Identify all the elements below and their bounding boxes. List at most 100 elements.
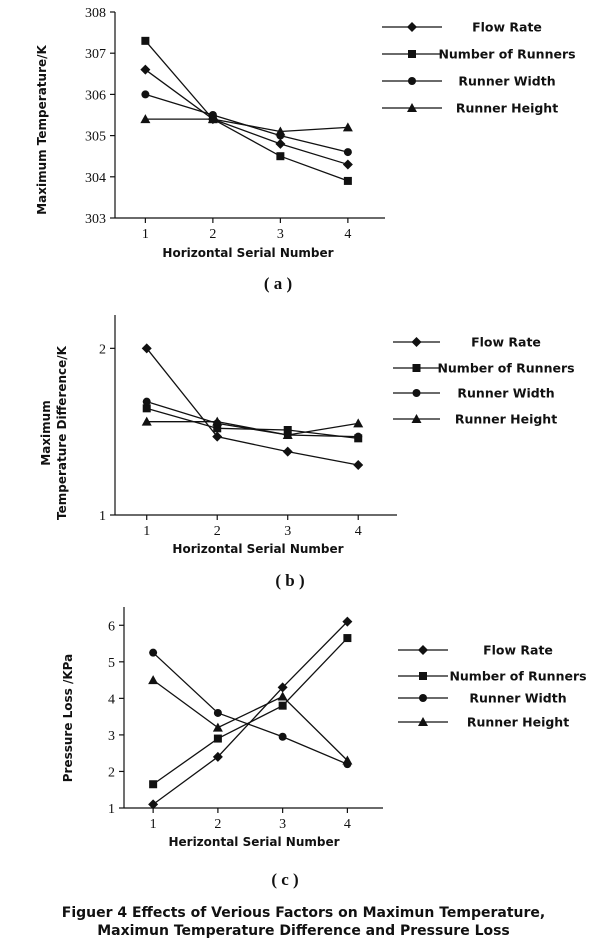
panel-b-x-tick-label: 3 [284, 524, 291, 539]
panel-b-y-tick-label: 1 [99, 509, 106, 524]
panel-b-point-triangle [141, 416, 152, 426]
panel-c-plot: 1 2 3 4 5 6 1 2 3 4 [108, 607, 383, 832]
panel-c-x-tick-label: 1 [150, 817, 157, 832]
panel-c-point-square [343, 634, 352, 643]
panel-a-legend: Flow Rate Number of Runners Runner Width Ru… [382, 20, 576, 116]
panel-a-ylabel: Maximum Temperature/K [35, 44, 49, 214]
panel-a-series-line-square [144, 40, 349, 182]
panel-c-point-diamond [342, 616, 353, 627]
panel-b-point-square [213, 424, 222, 433]
panel-b-point-circle [142, 397, 151, 406]
panel-c-label: ( c ) [271, 870, 298, 889]
panel-b-legend-label: Number of Runners [437, 361, 574, 376]
panel-a-point-circle [343, 148, 352, 157]
panel-c-x-tick-label: 2 [214, 817, 221, 832]
panel-a-point-square [276, 152, 285, 161]
panel-a-point-triangle [207, 114, 218, 124]
panel-b-point-diamond [282, 446, 293, 457]
panel-a-legend-label: Runner Width [458, 74, 555, 89]
panel-a-point-diamond [275, 138, 286, 149]
panel-c-point-triangle [277, 691, 288, 701]
panel-a-point-diamond [342, 159, 353, 170]
panel-c-x-tick-label: 3 [279, 817, 286, 832]
panel-b-point-triangle [212, 416, 223, 426]
panel-c-series-line-circle [152, 652, 348, 765]
panel-c-xlabel: Herizontal Serial Number [168, 835, 339, 849]
panel-a-y-tick-label: 305 [85, 130, 106, 145]
panel-a-legend-label: Flow Rate [472, 20, 542, 35]
panel-c-y-tick-label: 6 [108, 619, 115, 634]
panel-c-point-circle [213, 708, 222, 717]
panel-b-series-line-triangle [146, 421, 359, 436]
panel-b-xlabel: Horizontal Serial Number [172, 542, 343, 556]
panel-a-y-tick-label: 308 [85, 6, 106, 21]
panel-b-x-tick-label: 4 [355, 524, 362, 539]
panel-b-legend-marker-circle [412, 389, 421, 397]
figure-caption-line2: Maximun Temperature Difference and Press… [97, 923, 510, 939]
panel-a-legend-label: Number of Runners [438, 47, 575, 62]
panel-a-x-tick-label: 4 [344, 227, 351, 242]
panel-c-ylabel: Pressure Loss /KPa [61, 654, 75, 783]
panel-c-point-diamond [277, 682, 288, 693]
panel-c-x-tick-label: 4 [344, 817, 351, 832]
panel-b: 121 2 3 4 Horizontal Serial Number Maximum … [39, 315, 575, 590]
panel-a-point-diamond [140, 64, 151, 75]
panel-b-point-diamond [141, 343, 152, 354]
panel-a-point-square [141, 36, 150, 45]
panel-c-legend-label: Runner Width [469, 691, 566, 706]
panel-c-point-square [149, 780, 158, 789]
panel-a-point-triangle [342, 122, 353, 132]
panel-b-x-tick-label: 1 [143, 524, 150, 539]
panel-c-legend-marker-square [419, 672, 427, 680]
panel-c-y-tick-label: 5 [108, 656, 115, 671]
panel-c-legend-marker-diamond [418, 645, 428, 655]
panel-c-point-circle [278, 732, 287, 741]
panel-c-series-line-square [152, 637, 348, 785]
panel-a-y-tick-label: 303 [85, 212, 106, 227]
panel-c-point-triangle [212, 722, 223, 732]
panel-a-point-circle [141, 90, 150, 99]
panel-c-series-line-triangle [152, 679, 348, 761]
panel-a-y-tick-label: 304 [85, 171, 106, 186]
panel-b-legend-label: Flow Rate [471, 335, 541, 350]
panel-b-label: ( b ) [275, 571, 304, 590]
panel-b-ylabel-line1: Maximum [39, 400, 53, 465]
figure-caption-line1: Figuer 4 Effects of Verious Factors on M… [61, 905, 546, 921]
panel-a-legend-marker-diamond [407, 22, 417, 32]
panel-b-point-triangle [353, 418, 364, 428]
panel-a-xlabel: Horizontal Serial Number [162, 246, 333, 260]
panel-a-point-triangle [140, 114, 151, 124]
panel-c-y-tick-label: 2 [108, 765, 115, 780]
panel-c-point-triangle [148, 675, 159, 685]
panel-b-x-tick-label: 2 [214, 524, 221, 539]
panel-b-point-square [142, 404, 151, 413]
panel-c-legend: Flow Rate Number of Runners Runner Width Ru… [398, 643, 587, 730]
panel-b-legend-label: Runner Width [457, 386, 554, 401]
panel-a-x-tick-label: 1 [142, 227, 149, 242]
panel-b-series-line-circle [146, 401, 359, 438]
panel-b-legend-marker-triangle [411, 414, 422, 423]
panel-b-legend: Flow Rate Number of Runners Runner Width Ru… [393, 335, 575, 427]
panel-c-legend-label: Number of Runners [449, 669, 586, 684]
panel-a: 303 304 305 306 307 308 1 2 3 4 Horizontal Serial… [35, 6, 576, 293]
panel-c-point-diamond [212, 751, 223, 762]
panel-b-ylabel-line2: Temperature Difference/K [55, 345, 69, 520]
panel-a-series-line-diamond [144, 69, 349, 166]
panel-c: 1 2 3 4 5 6 1 2 3 4 Herizontal Serial Number Pres… [61, 607, 587, 889]
panel-c-y-tick-label: 4 [108, 692, 115, 707]
panel-b-series-line-square [146, 407, 359, 439]
panel-c-y-tick-label: 1 [108, 802, 115, 817]
panel-c-point-circle [149, 648, 158, 657]
panel-c-point-triangle [342, 755, 353, 765]
panel-a-legend-marker-circle [408, 77, 416, 85]
panel-b-point-circle [354, 432, 363, 441]
panel-c-point-square [213, 734, 222, 743]
panel-a-legend-marker-triangle [407, 103, 417, 112]
panel-a-y-tick-label: 306 [85, 88, 106, 103]
panel-a-point-triangle [275, 126, 286, 136]
panel-c-legend-label: Runner Height [467, 715, 569, 730]
panel-a-x-tick-label: 3 [277, 227, 284, 242]
panel-b-point-diamond [212, 431, 223, 442]
panel-b-legend-label: Runner Height [455, 412, 557, 427]
